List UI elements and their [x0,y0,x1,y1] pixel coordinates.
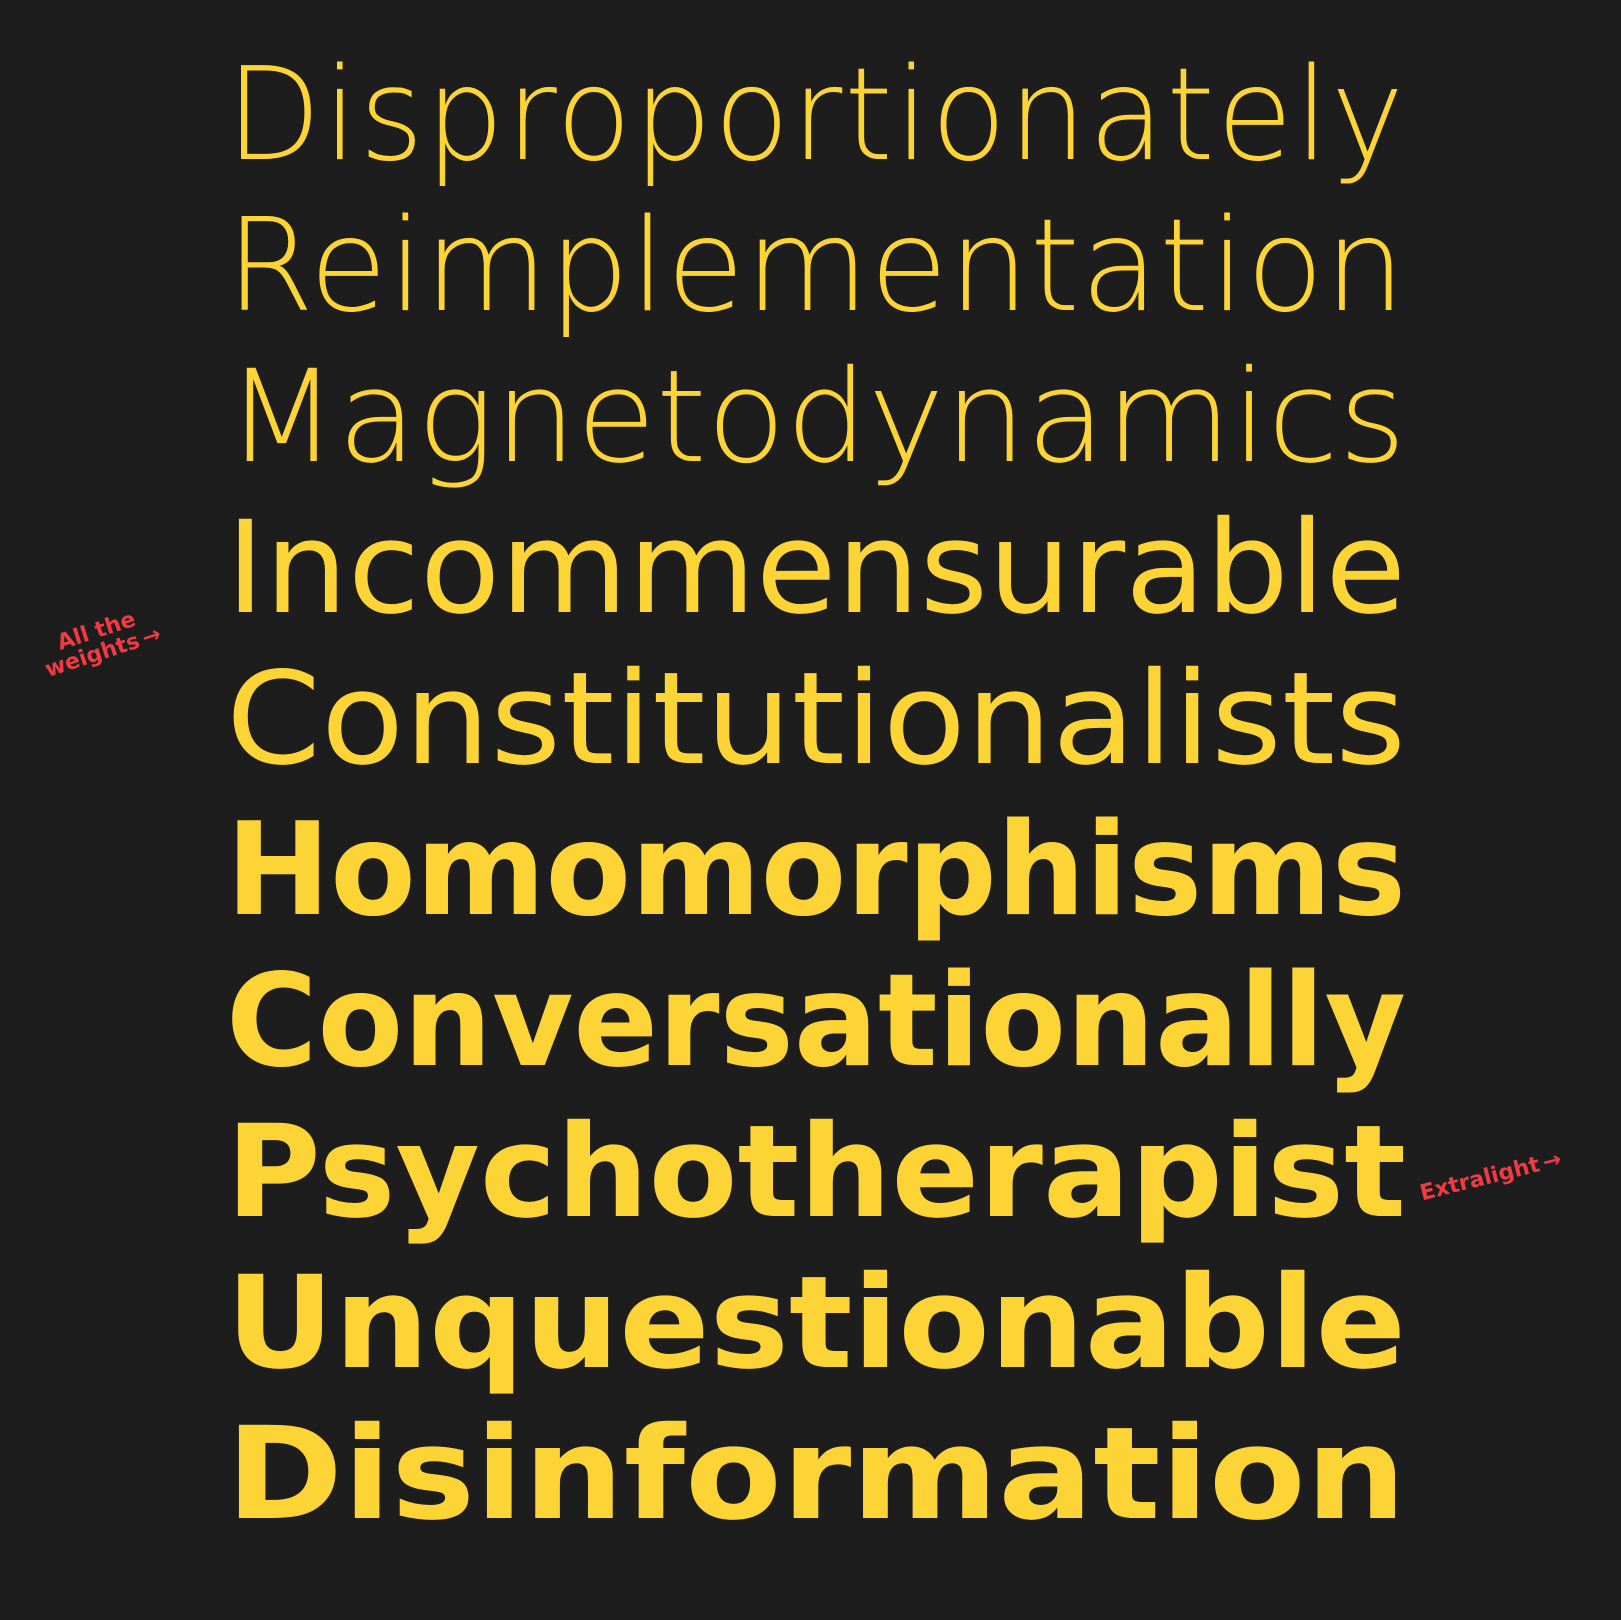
specimen-word-9: Unquestionable [226,1249,1406,1398]
annotation-all-the-weights: All the weights→ [36,603,165,683]
specimen-word-4: Incommensurable [226,494,1406,643]
annotation-right-label: Extralight [1417,1152,1543,1207]
specimen-word-8: Psychotherapist [226,1098,1406,1247]
specimen-word-6: Homomorphisms [226,796,1406,945]
specimen-word-5: Constitutionalists [226,645,1406,794]
weight-specimen: Disproportionately Reimplementation Magn… [226,40,1406,1550]
specimen-word-1: Disproportionately [226,41,1406,190]
annotation-extralight: Extralight→ [1417,1147,1565,1207]
specimen-word-3: Magnetodynamics [226,343,1406,492]
specimen-word-2: Reimplementation [226,192,1406,341]
arrow-right-icon: → [139,621,165,652]
arrow-right-icon: → [1540,1147,1565,1176]
specimen-word-10: Disinformation [226,1400,1406,1549]
specimen-word-7: Conversationally [226,947,1406,1096]
